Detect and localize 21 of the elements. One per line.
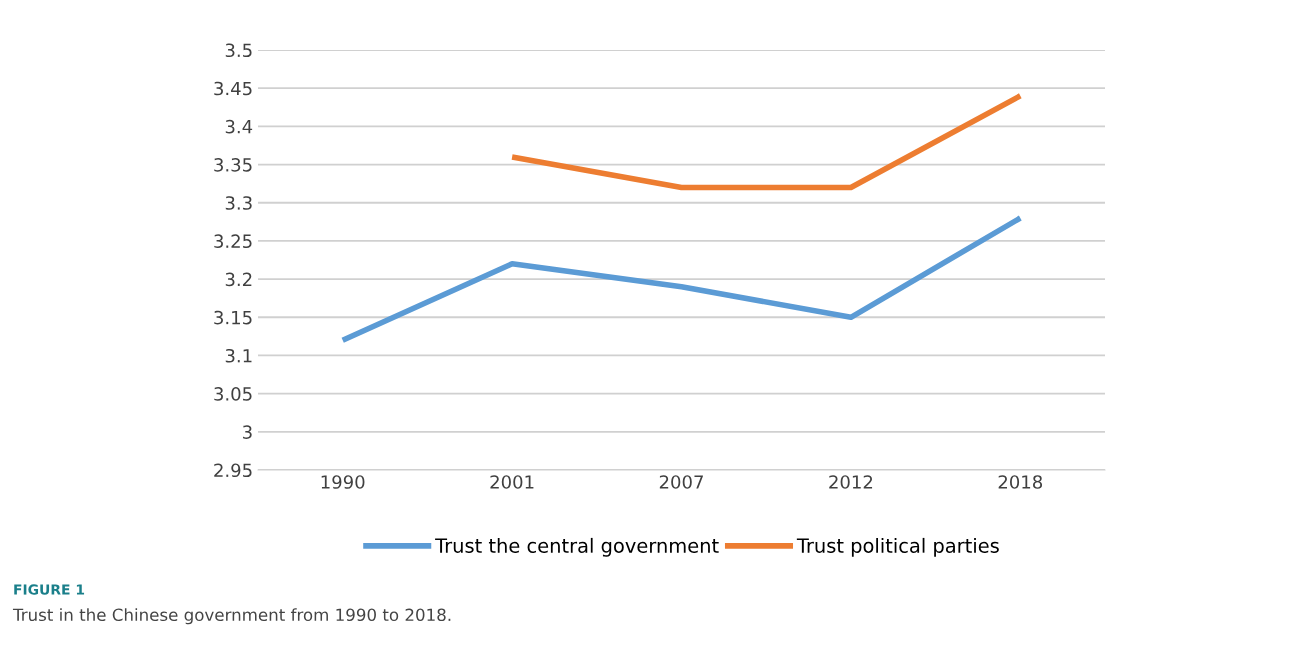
y-tick-label: 3.45 [214,81,252,96]
y-tick-label: 3.3 [225,196,252,210]
x-tick-label: 2018 [998,475,1043,489]
y-tick-label: 3.2 [225,272,252,287]
y-tick-label: 3.25 [214,234,252,249]
legend-label: Trust political parties [796,537,999,557]
y-tick-label: 3.15 [214,310,252,325]
x-tick-label: 2001 [490,475,534,489]
y-tick-label: 3.05 [214,387,252,401]
y-tick-label: 3.5 [225,43,252,58]
text: Trust in the Chinese government from 1990 to 2018. [12,608,451,625]
x-tick-label: 1990 [321,475,365,489]
legend-label: Trust the central government [435,537,719,557]
x-tick-label: 2007 [659,475,703,489]
y-tick-label: 3.4 [225,119,253,134]
y-tick-label: 2.95 [214,463,252,478]
y-tick-label: 3 [243,425,252,439]
y-tick-label: 3.1 [225,348,252,363]
caption: FIGURE 1 [14,584,85,595]
y-tick-label: 3.35 [214,158,252,172]
x-tick-label: 2012 [829,475,873,489]
